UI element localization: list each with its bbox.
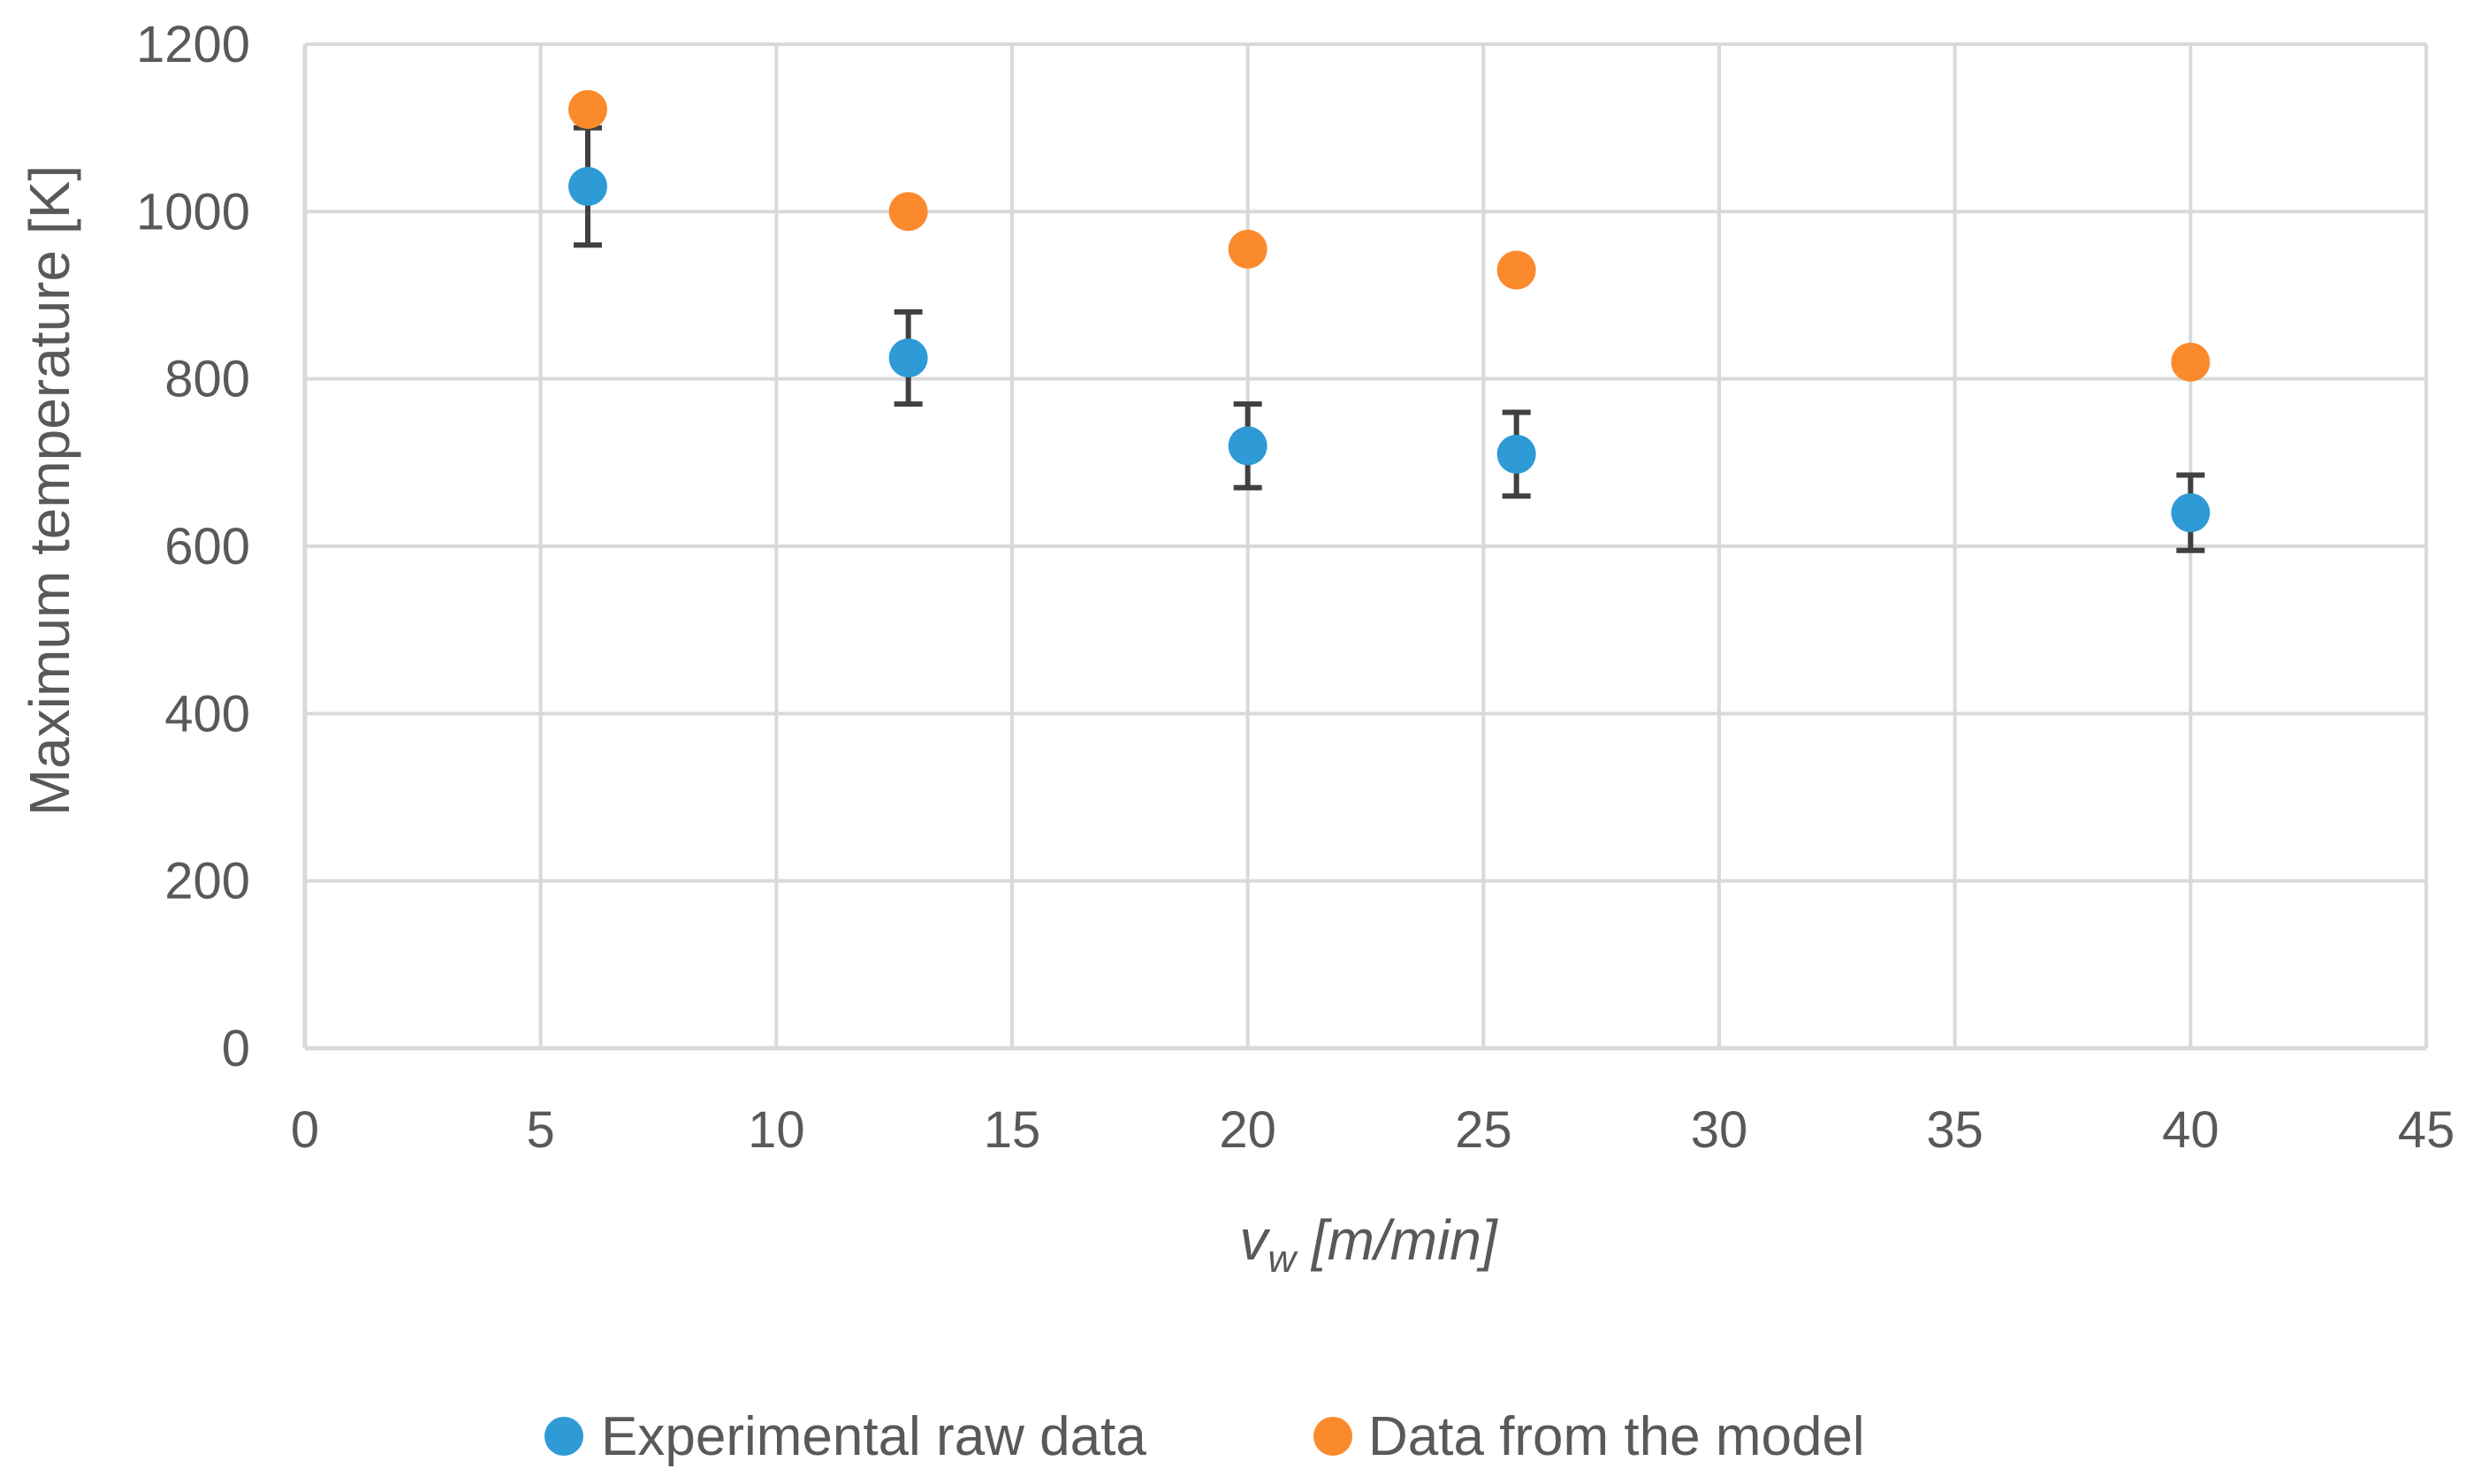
y-tick-label: 600: [164, 518, 250, 575]
x-tick-label: 5: [527, 1101, 555, 1159]
model-point[interactable]: [568, 89, 607, 129]
x-tick-label: 25: [1455, 1101, 1512, 1159]
y-tick-label: 1200: [136, 16, 250, 73]
x-tick-label: 30: [1691, 1101, 1748, 1159]
experimental-point[interactable]: [1496, 434, 1536, 474]
y-tick-label: 0: [222, 1020, 250, 1077]
model-point[interactable]: [1228, 229, 1267, 269]
legend-label-experimental: Experimental raw data: [601, 1406, 1146, 1467]
y-tick-label: 800: [164, 351, 250, 408]
model-point[interactable]: [888, 192, 928, 232]
y-tick-labels: 0 200 400 600 800 1000 1200: [136, 16, 250, 1077]
x-tick-label: 20: [1219, 1101, 1276, 1159]
x-tick-label: 15: [984, 1101, 1041, 1159]
legend-label-model: Data from the model: [1368, 1406, 1865, 1467]
experimental-point[interactable]: [888, 339, 928, 377]
x-axis-title: vw [m/min]: [1239, 1208, 1498, 1281]
y-tick-label: 400: [164, 685, 250, 742]
experimental-point[interactable]: [2171, 493, 2211, 533]
x-tick-label: 10: [748, 1101, 805, 1159]
y-axis-title: Maximum temperature [K]: [18, 165, 81, 816]
x-tick-label: 45: [2398, 1101, 2455, 1159]
legend-item-model[interactable]: Data from the model: [1313, 1406, 1865, 1467]
x-axis-title-subscript: w: [1267, 1237, 1298, 1281]
model-point[interactable]: [1496, 250, 1536, 290]
x-tick-labels: 0 5 10 15 20 25 30 35 40 45: [291, 1101, 2455, 1159]
legend-item-experimental[interactable]: Experimental raw data: [544, 1406, 1146, 1467]
model-point[interactable]: [2171, 342, 2211, 382]
axes: [302, 44, 2426, 1051]
error-bars: [574, 125, 2205, 553]
x-tick-label: 40: [2162, 1101, 2219, 1159]
x-tick-label: 0: [291, 1101, 319, 1159]
experimental-point[interactable]: [1228, 426, 1267, 466]
y-tick-label: 200: [164, 853, 250, 910]
y-tick-label: 1000: [136, 183, 250, 240]
legend-marker-model: [1313, 1417, 1352, 1456]
x-axis-title-rest: [m/min]: [1296, 1208, 1498, 1272]
legend: Experimental raw data Data from the mode…: [544, 1406, 1865, 1467]
x-tick-label: 35: [1926, 1101, 1983, 1159]
data-points: [568, 89, 2211, 533]
experimental-point[interactable]: [568, 166, 607, 206]
legend-marker-experimental: [544, 1417, 583, 1456]
gridlines: [305, 42, 2428, 1048]
x-axis-title-main: v: [1239, 1208, 1271, 1272]
